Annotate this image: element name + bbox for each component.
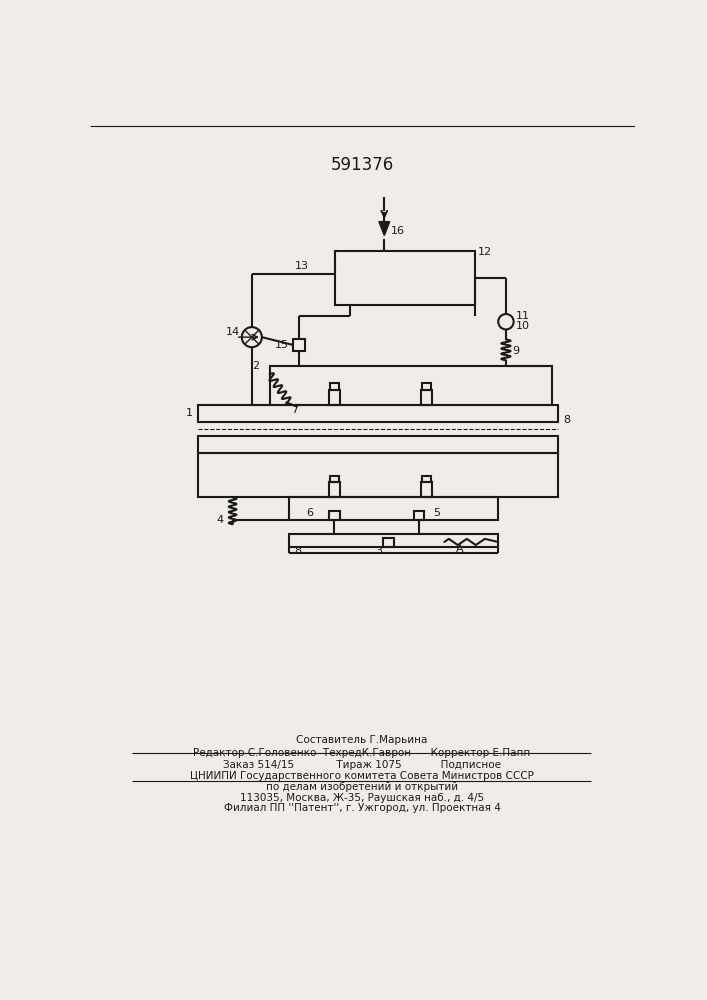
Bar [414,511,424,520]
Bar [422,476,431,482]
Text: A: A [456,544,464,554]
Bar [421,482,432,497]
Bar [198,436,559,453]
Text: 591376: 591376 [331,156,395,174]
Text: 6: 6 [306,508,313,518]
Text: 3: 3 [375,546,382,556]
Bar [329,511,339,520]
Text: по делам изобретений и открытий: по делам изобретений и открытий [266,782,458,792]
Text: 10: 10 [516,321,530,331]
Bar [335,251,475,305]
Bar [422,383,431,389]
Bar [293,339,305,351]
Text: 16: 16 [390,226,404,236]
Bar [329,389,339,405]
Text: 5: 5 [433,508,440,518]
Bar [288,534,498,547]
Bar [269,366,552,405]
Text: 8: 8 [295,546,302,556]
Bar [329,482,339,497]
Text: 2: 2 [252,361,259,371]
Text: 1: 1 [185,408,192,418]
Text: 13: 13 [295,261,309,271]
Text: 9: 9 [512,346,519,356]
Text: 8: 8 [563,415,571,425]
Text: 11: 11 [516,311,530,321]
Text: Редактор С.Головенко  ТехредК.Гаврон      Корректор Е.Папп: Редактор С.Головенко ТехредК.Гаврон Корр… [193,748,530,758]
Bar [329,383,339,389]
Bar [198,405,559,422]
Text: 12: 12 [477,247,491,257]
Text: Составитель Г.Марьина: Составитель Г.Марьина [296,735,428,745]
Bar [421,389,432,405]
Text: 7: 7 [291,405,298,415]
Text: 4: 4 [216,515,223,525]
Bar [288,497,498,520]
Text: Заказ 514/15             Тираж 1075            Подписное: Заказ 514/15 Тираж 1075 Подписное [223,760,501,770]
Text: 14: 14 [226,327,240,337]
Bar [329,476,339,482]
Bar [198,453,559,497]
Bar [382,538,394,547]
Text: 113035, Москва, Ж-35, Раушская наб., д. 4/5: 113035, Москва, Ж-35, Раушская наб., д. … [240,793,484,803]
Text: 15: 15 [275,340,288,350]
Polygon shape [379,222,390,235]
Text: ЦНИИПИ Государственного комитета Совета Министров СССР: ЦНИИПИ Государственного комитета Совета … [190,771,534,781]
Text: Филиал ПП ''Патент'', г. Ужгород, ул. Проектная 4: Филиал ПП ''Патент'', г. Ужгород, ул. Пр… [223,803,501,813]
